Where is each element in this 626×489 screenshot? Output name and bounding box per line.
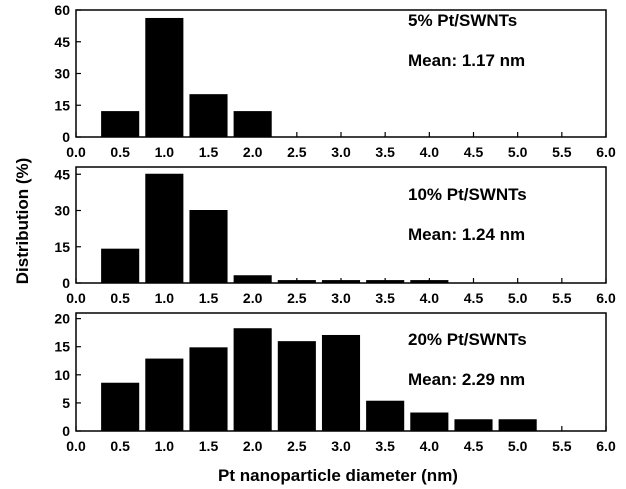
panel-2: 0 15 30 45 0.0 0.5 1.0 1.5 2.0 2.5 3.0 3.5 4.0 4.5 5.0… xyxy=(54,166,616,306)
x-tick-label: 4.0 xyxy=(420,290,440,306)
bar xyxy=(233,328,272,432)
x-tick-label: 0.0 xyxy=(66,144,86,160)
x-tick-label: 5.5 xyxy=(552,144,572,160)
x-tick-label: 2.0 xyxy=(243,438,263,454)
bar xyxy=(101,248,140,284)
x-tick-label: 5.0 xyxy=(508,290,528,306)
y-tick-label: 0 xyxy=(62,423,70,439)
x-tick-label: 5.0 xyxy=(508,438,528,454)
y-tick-label: 45 xyxy=(54,166,70,182)
y-tick-label: 10 xyxy=(54,367,70,383)
x-tick-label: 1.5 xyxy=(199,438,219,454)
sample-label: 20% Pt/SWNTs xyxy=(408,330,527,349)
x-tick-label: 2.5 xyxy=(287,144,307,160)
x-tick-label: 4.5 xyxy=(464,144,484,160)
x-tick-label: 3.5 xyxy=(375,438,395,454)
x-tick-label: 4.0 xyxy=(420,144,440,160)
x-tick-label: 0.5 xyxy=(110,144,130,160)
panel-3: 0 5 10 15 20 0.0 0.5 1.0 1.5 2.0 2.5 3.0 3.5 4.0 4.5 5.… xyxy=(54,311,616,454)
y-tick-label: 0 xyxy=(62,275,70,291)
y-tick-label: 0 xyxy=(62,129,70,145)
x-tick-label: 3.0 xyxy=(331,144,351,160)
bar xyxy=(189,94,228,138)
mean-label: Mean: 1.17 nm xyxy=(408,51,525,70)
y-axis-title: Distribution (%) xyxy=(13,158,32,285)
bar xyxy=(145,358,184,432)
y-tick-label: 45 xyxy=(54,34,70,50)
x-tick-label: 4.5 xyxy=(464,438,484,454)
x-tick-label: 0.5 xyxy=(110,438,130,454)
x-tick-label: 4.0 xyxy=(420,438,440,454)
x-tick-label: 6.0 xyxy=(596,144,616,160)
y-tick-label: 15 xyxy=(54,239,70,255)
x-tick-label: 0.0 xyxy=(66,438,86,454)
y-tick-label: 30 xyxy=(54,203,70,219)
mean-label: Mean: 2.29 nm xyxy=(408,370,525,389)
x-tick-label: 3.0 xyxy=(331,438,351,454)
x-tick-label: 3.5 xyxy=(375,290,395,306)
x-tick-label: 1.5 xyxy=(199,144,219,160)
bar xyxy=(321,334,361,432)
x-axis-title: Pt nanoparticle diameter (nm) xyxy=(218,466,458,485)
sample-label: 10% Pt/SWNTs xyxy=(408,185,527,204)
x-tick-label: 5.5 xyxy=(552,290,572,306)
y-tick-label: 30 xyxy=(54,66,70,82)
y-tick-label: 5 xyxy=(62,395,70,411)
x-tick-label: 3.5 xyxy=(375,144,395,160)
y-tick-label: 15 xyxy=(54,97,70,113)
bar xyxy=(189,347,228,432)
bar xyxy=(145,17,184,138)
x-tick-label: 5.5 xyxy=(552,438,572,454)
x-tick-label: 4.5 xyxy=(464,290,484,306)
y-tick-label: 60 xyxy=(54,2,70,18)
x-tick-label: 1.0 xyxy=(155,290,175,306)
x-tick-label: 3.0 xyxy=(331,290,351,306)
x-tick-label: 1.0 xyxy=(155,438,175,454)
x-tick-label: 2.0 xyxy=(243,290,263,306)
sample-label: 5% Pt/SWNTs xyxy=(408,11,517,30)
bar xyxy=(101,382,140,432)
y-tick-label: 15 xyxy=(54,339,70,355)
x-tick-label: 1.5 xyxy=(199,290,219,306)
x-tick-label: 2.5 xyxy=(287,438,307,454)
chart-panels: 0 15 30 45 60 0.0 0.5 1.0 1.5 2.0 2.5 3.0 3.5 4.0 4.5 5… xyxy=(54,2,616,454)
x-tick-label: 6.0 xyxy=(596,438,616,454)
mean-label: Mean: 1.24 nm xyxy=(408,225,525,244)
x-tick-label: 6.0 xyxy=(596,290,616,306)
x-tick-label: 5.0 xyxy=(508,144,528,160)
y-tick-label: 20 xyxy=(54,311,70,327)
bar xyxy=(145,173,184,284)
panel-1: 0 15 30 45 60 0.0 0.5 1.0 1.5 2.0 2.5 3.0 3.5 4.0 4.5 5… xyxy=(54,2,616,160)
x-tick-label: 2.0 xyxy=(243,144,263,160)
x-tick-label: 0.0 xyxy=(66,290,86,306)
x-tick-label: 1.0 xyxy=(155,144,175,160)
bar xyxy=(189,210,228,284)
x-tick-label: 0.5 xyxy=(110,290,130,306)
bar xyxy=(277,341,316,432)
x-tick-label: 2.5 xyxy=(287,290,307,306)
